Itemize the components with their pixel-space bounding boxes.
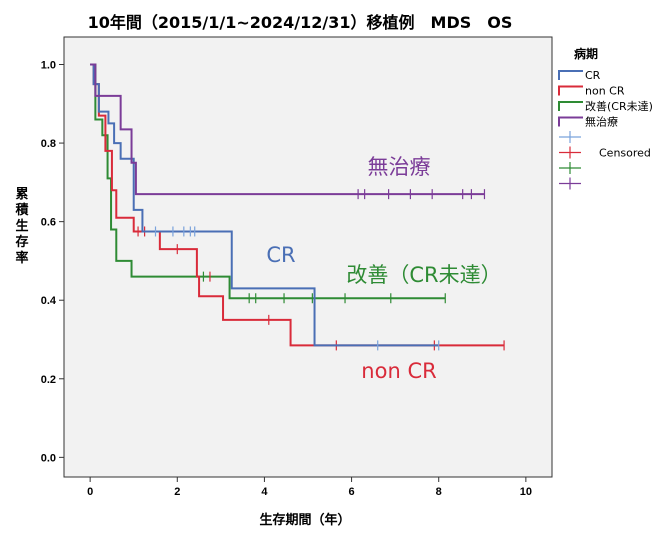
axes: 0 2 4 6 8 10 0.0 0.2 0.4 0.6 0.8 1.0 bbox=[41, 60, 532, 499]
legend-item: 改善(CR未達) bbox=[558, 99, 653, 113]
y-tick-label: 0.8 bbox=[41, 138, 56, 150]
survival-line bbox=[90, 63, 446, 300]
legend-item bbox=[559, 177, 581, 190]
y-tick-label: 1.0 bbox=[41, 60, 56, 72]
x-axis-label: 生存期間（年） bbox=[259, 512, 350, 528]
legend-swatch bbox=[558, 85, 583, 96]
series-annotation: 改善（CR未達） bbox=[346, 263, 501, 287]
legend-label: Censored bbox=[599, 147, 651, 160]
legend-swatch bbox=[558, 101, 583, 111]
series-annotation: non CR bbox=[361, 359, 436, 383]
legend-label: 無治療 bbox=[585, 115, 618, 129]
series-0 bbox=[90, 63, 440, 351]
legend-label: 改善(CR未達) bbox=[585, 99, 653, 113]
legend-label: non CR bbox=[585, 85, 625, 98]
series-annotations: CR non CR 改善（CR未達） 無治療 bbox=[266, 155, 501, 383]
y-tick-label: 0.2 bbox=[41, 374, 56, 386]
series-3 bbox=[90, 63, 486, 200]
survival-line bbox=[90, 63, 439, 347]
series-layer bbox=[90, 63, 505, 351]
legend-item bbox=[559, 131, 581, 143]
x-tick-label: 4 bbox=[261, 486, 268, 498]
plot-area bbox=[63, 36, 553, 478]
x-tick-label: 6 bbox=[349, 486, 355, 498]
series-2 bbox=[90, 63, 446, 304]
y-tick-label: 0.4 bbox=[41, 295, 57, 307]
series-annotation: 無治療 bbox=[368, 155, 431, 179]
y-axis-label: 累積生存率 bbox=[14, 186, 29, 266]
legend-item: 無治療 bbox=[558, 115, 618, 129]
legend-item bbox=[559, 162, 581, 174]
legend-item: non CR bbox=[558, 85, 625, 98]
chart-title: 10年間（2015/1/1~2024/12/31）移植例 MDS OS bbox=[88, 13, 513, 32]
survival-line bbox=[90, 63, 485, 196]
y-tick-label: 0.0 bbox=[41, 452, 56, 464]
legend-title: 病期 bbox=[574, 46, 598, 61]
legend-swatch bbox=[558, 116, 583, 127]
legend-label: CR bbox=[585, 69, 601, 82]
y-tick-label: 0.6 bbox=[41, 217, 56, 229]
x-tick-label: 10 bbox=[520, 486, 532, 498]
legend-item: Censored bbox=[559, 146, 651, 160]
legend-swatch bbox=[558, 70, 583, 80]
series-annotation: CR bbox=[266, 243, 295, 267]
x-tick-label: 8 bbox=[436, 486, 442, 498]
x-tick-label: 0 bbox=[87, 486, 93, 498]
legend-item: CR bbox=[558, 69, 601, 82]
x-tick-label: 2 bbox=[174, 486, 180, 498]
